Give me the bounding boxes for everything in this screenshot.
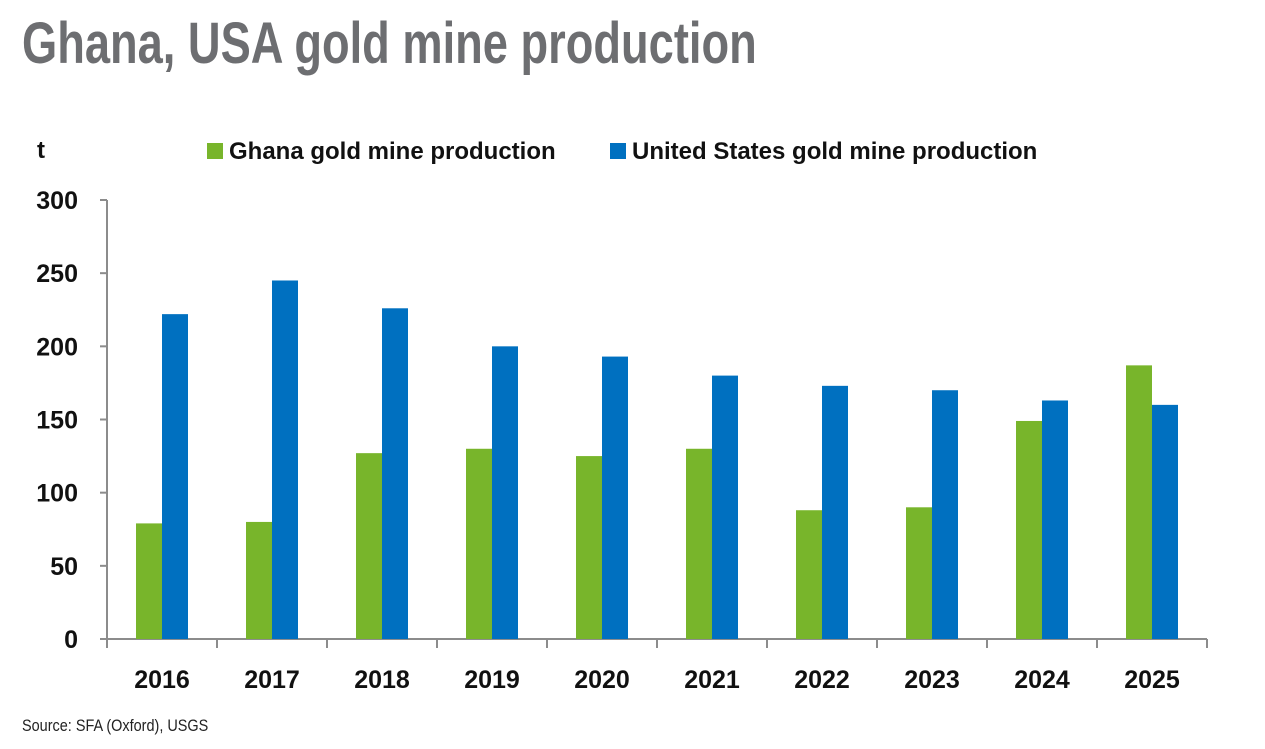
bar-ghana-2019 [466, 448, 492, 639]
x-tick-label: 2017 [244, 666, 300, 694]
legend-swatch [207, 143, 223, 159]
source-note: Source: SFA (Oxford), USGS [22, 716, 209, 735]
x-tick-label: 2025 [1124, 666, 1180, 694]
bar-usa-2021 [712, 375, 738, 639]
bar-usa-2017 [272, 280, 298, 639]
y-tick-label: 250 [36, 260, 78, 288]
x-tick-label: 2016 [134, 666, 190, 694]
x-tick-label: 2022 [794, 666, 850, 694]
bar-ghana-2023 [906, 507, 932, 639]
bar-usa-2018 [382, 308, 408, 639]
y-tick-label: 100 [36, 480, 78, 508]
x-tick-label: 2023 [904, 666, 960, 694]
bar-ghana-2020 [576, 456, 602, 639]
bar-usa-2023 [932, 390, 958, 639]
x-tick-label: 2021 [684, 666, 740, 694]
bar-usa-2022 [822, 385, 848, 639]
bar-ghana-2018 [356, 453, 382, 639]
y-tick-label: 150 [36, 407, 78, 435]
x-tick-label: 2018 [354, 666, 410, 694]
y-tick-label: 300 [36, 187, 78, 215]
x-tick-label: 2020 [574, 666, 630, 694]
bar-usa-2016 [162, 314, 188, 639]
x-tick-label: 2019 [464, 666, 520, 694]
bar-ghana-2025 [1126, 365, 1152, 639]
bar-ghana-2016 [136, 523, 162, 639]
bar-usa-2025 [1152, 404, 1178, 639]
bar-usa-2019 [492, 346, 518, 639]
y-axis-unit: t [37, 137, 45, 164]
bar-ghana-2022 [796, 510, 822, 639]
legend-swatch [610, 143, 626, 159]
y-tick-label: 50 [50, 553, 78, 581]
legend-label: Ghana gold mine production [229, 138, 556, 165]
x-tick-label: 2024 [1014, 666, 1070, 694]
chart-title: Ghana, USA gold mine production [22, 11, 757, 76]
bar-usa-2024 [1042, 400, 1068, 639]
y-tick-label: 200 [36, 333, 78, 361]
y-tick-label: 0 [64, 626, 78, 654]
bar-usa-2020 [602, 356, 628, 639]
bar-ghana-2024 [1016, 420, 1042, 639]
bar-ghana-2021 [686, 448, 712, 639]
bar-ghana-2017 [246, 521, 272, 639]
legend-label: United States gold mine production [632, 138, 1037, 165]
